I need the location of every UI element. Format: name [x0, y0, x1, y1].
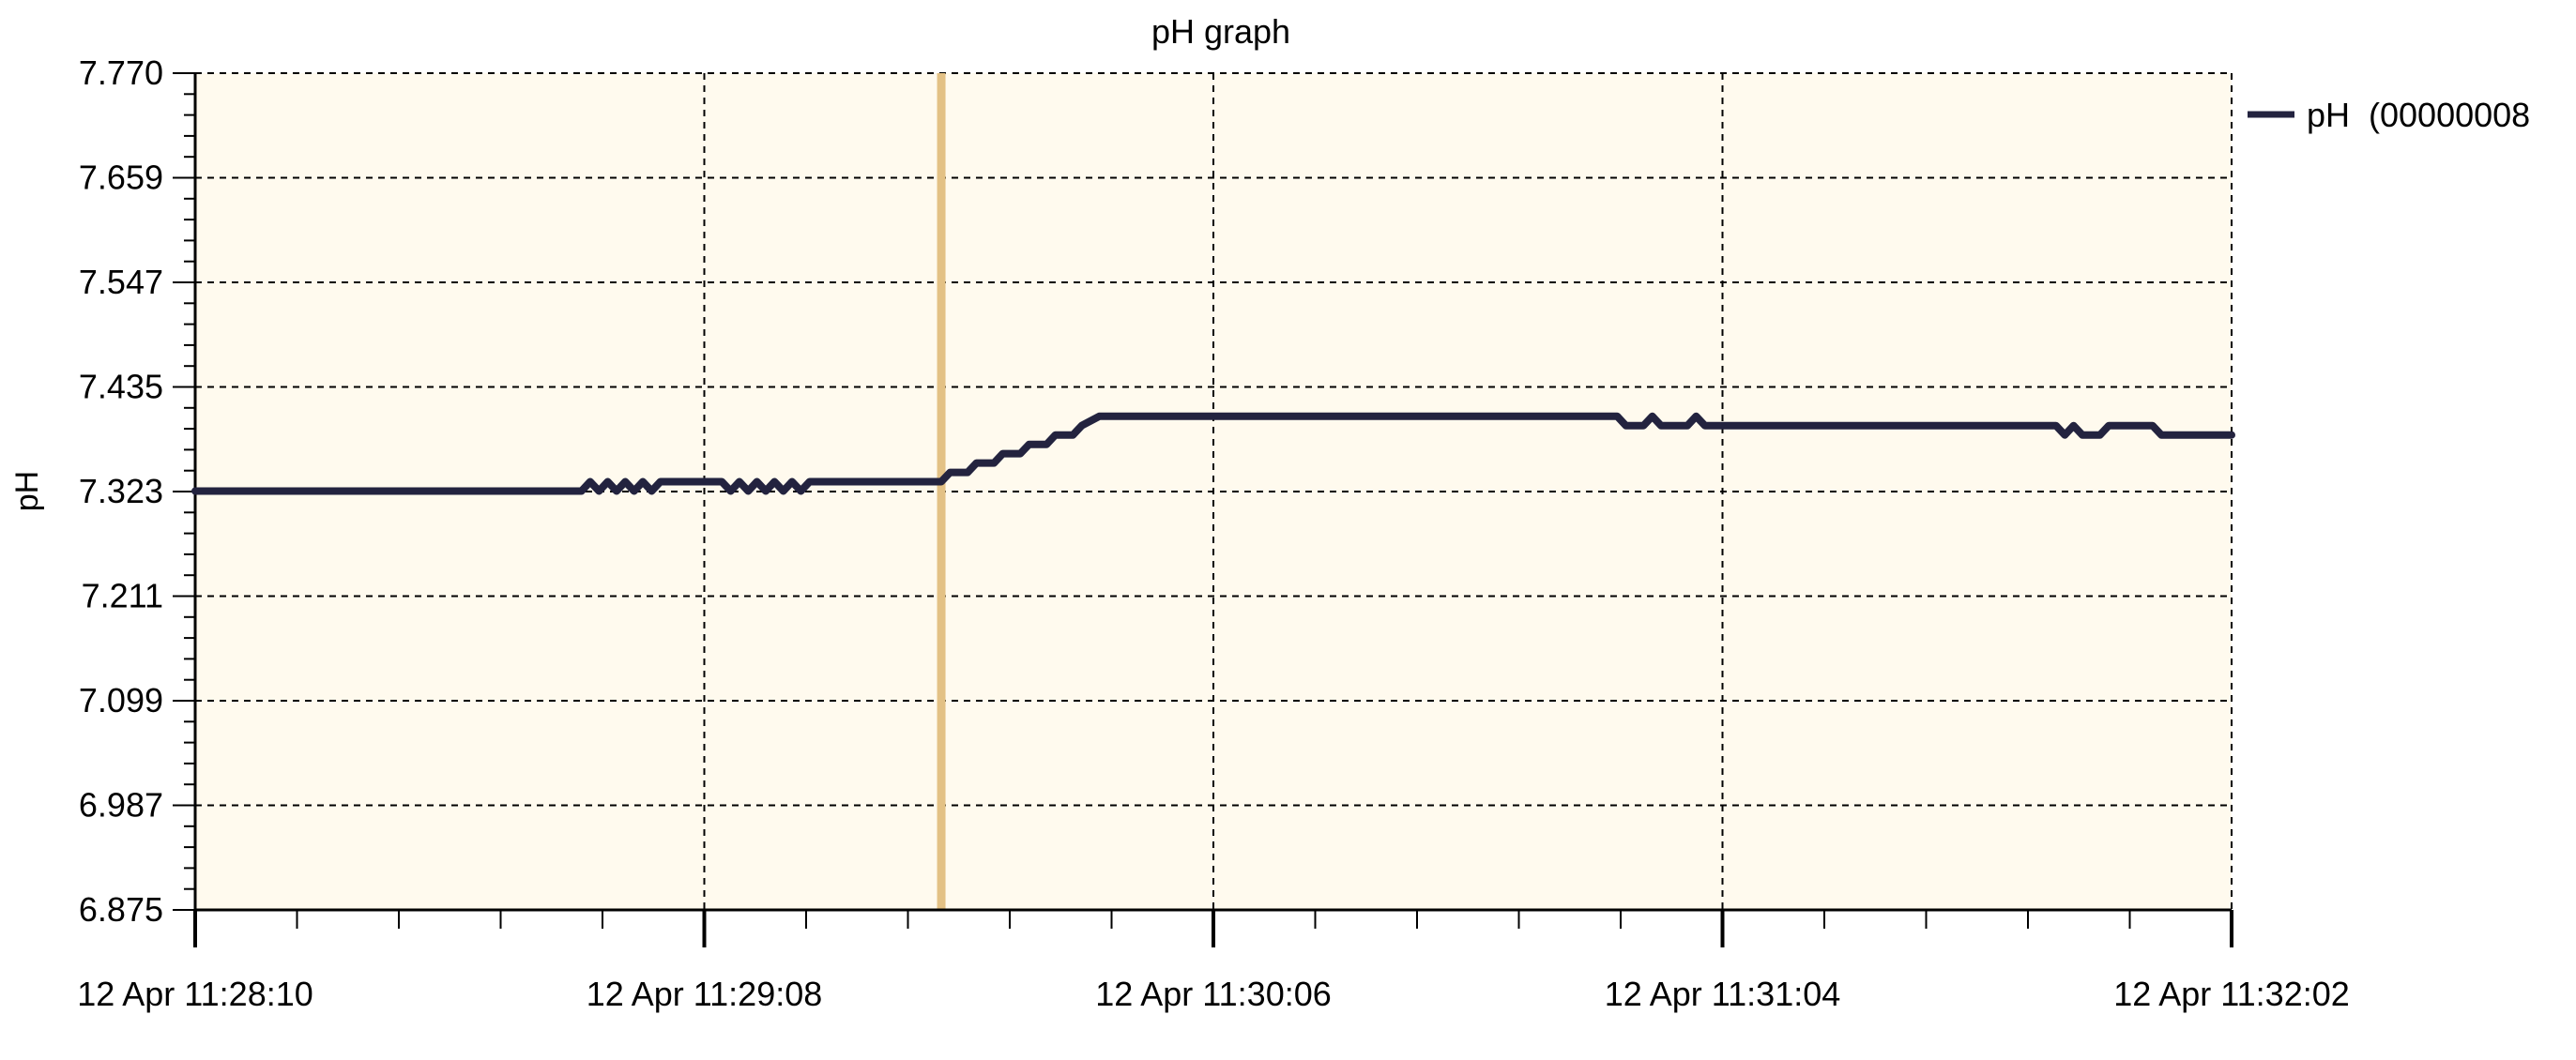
grid-lines [195, 72, 2233, 910]
y-tick-label: 7.323 [79, 472, 163, 510]
legend: pH (00000008 [2248, 96, 2530, 134]
series-line-ph [191, 412, 2235, 495]
y-tick-label: 7.770 [79, 53, 163, 92]
y-tick-label: 6.875 [79, 890, 163, 929]
y-tick-label: 7.211 [82, 577, 163, 615]
y-tick-label: 6.987 [79, 786, 163, 825]
x-tick-label: 12 Apr 11:30:06 [1095, 975, 1332, 1013]
y-tick-label: 7.547 [79, 263, 163, 301]
tick-labels: 7.770 7.659 7.547 7.435 7.323 7.211 7.099 6.987… [77, 53, 2350, 1013]
x-tick-label: 12 Apr 11:28:10 [77, 975, 313, 1013]
x-tick-label: 12 Apr 11:32:02 [2113, 975, 2350, 1013]
y-tick-label: 7.435 [79, 368, 163, 406]
x-tick-label: 12 Apr 11:31:04 [1605, 975, 1841, 1013]
legend-label-ph: pH (00000008 [2307, 96, 2530, 134]
y-axis-label: pH [9, 471, 45, 511]
y-tick-label: 7.099 [79, 681, 163, 719]
y-tick-label: 7.659 [79, 159, 163, 197]
chart-title: pH graph [1151, 12, 1290, 51]
x-tick-label: 12 Apr 11:29:08 [587, 975, 823, 1013]
series-layer [191, 412, 2235, 495]
